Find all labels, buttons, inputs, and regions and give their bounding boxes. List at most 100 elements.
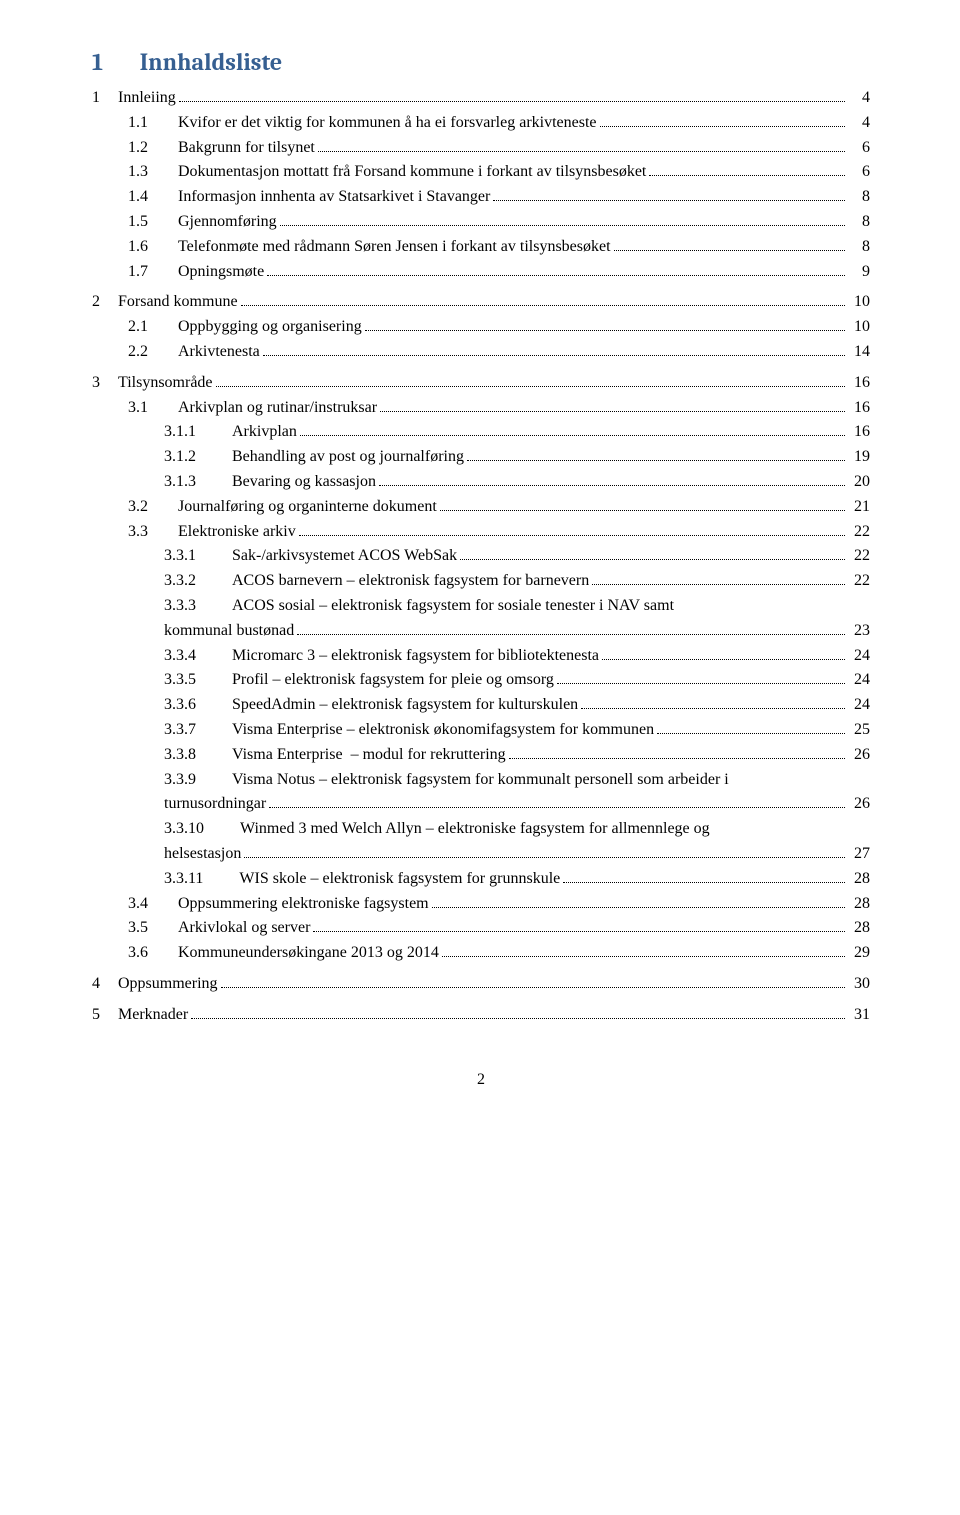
toc-number: 3.3.8	[164, 743, 196, 768]
toc-entry[interactable]: 3.3.1Sak-/arkivsystemet ACOS WebSak22	[92, 544, 870, 569]
toc-page: 22	[848, 569, 870, 594]
toc-entry[interactable]: 3Tilsynsområde16	[92, 371, 870, 396]
toc-number: 3.6	[128, 941, 148, 966]
toc-label: Arkivplan	[232, 420, 297, 445]
toc-label: Micromarc 3 – elektronisk fagsystem for …	[232, 644, 599, 669]
toc-leader-dots	[313, 919, 845, 932]
toc-page: 6	[848, 160, 870, 185]
toc-label: ACOS sosial – elektronisk fagsystem for …	[232, 594, 674, 619]
toc-leader-dots	[365, 318, 845, 331]
toc-page: 16	[848, 371, 870, 396]
toc-number: 1.3	[128, 160, 148, 185]
toc-leader-dots	[460, 547, 845, 560]
toc-entry[interactable]: 4Oppsummering30	[92, 972, 870, 997]
toc-number: 3.3.9	[164, 768, 196, 793]
toc-leader-dots	[216, 373, 845, 386]
title-text: Innhaldsliste	[140, 48, 283, 76]
toc-entry[interactable]: 3.3.8Visma Enterprise – modul for rekrut…	[92, 743, 870, 768]
toc-label: Innleiing	[118, 86, 176, 111]
toc-entry[interactable]: 3.1.3Bevaring og kassasjon20	[92, 470, 870, 495]
toc-entry[interactable]: 1.4Informasjon innhenta av Statsarkivet …	[92, 185, 870, 210]
toc-label: helsestasjon	[164, 842, 241, 867]
toc-entry[interactable]: 3.3.3 ACOS sosial – elektronisk fagsystem…	[92, 594, 870, 619]
toc-page: 22	[848, 544, 870, 569]
toc-entry[interactable]: 3.3.11WIS skole – elektronisk fagsystem …	[92, 867, 870, 892]
toc-number: 3.3.7	[164, 718, 196, 743]
toc-entry[interactable]: 1.7Opningsmøte9	[92, 260, 870, 285]
toc-entry[interactable]: 1.1Kvifor er det viktig for kommunen å h…	[92, 111, 870, 136]
toc-page: 24	[848, 693, 870, 718]
toc-number: 3.1.2	[164, 445, 196, 470]
toc-leader-dots	[600, 113, 845, 126]
toc-entry[interactable]: 2.2Arkivtenesta14	[92, 340, 870, 365]
toc-number: 2	[92, 290, 100, 315]
toc-leader-dots	[379, 472, 845, 485]
toc-entry[interactable]: 3.3.2ACOS barnevern – elektronisk fagsys…	[92, 569, 870, 594]
toc-label: Oppbygging og organisering	[178, 315, 362, 340]
toc-number: 1	[92, 86, 100, 111]
toc-entry[interactable]: 3.5Arkivlokal og server28	[92, 916, 870, 941]
toc-entry[interactable]: 3.1.2Behandling av post og journalføring…	[92, 445, 870, 470]
toc-leader-dots	[191, 1005, 845, 1018]
document-page: 1 Innhaldsliste 1Innleiing41.1Kvifor er …	[0, 0, 960, 1515]
toc-entry[interactable]: 1.5Gjennomføring8	[92, 210, 870, 235]
toc-number: 1.4	[128, 185, 148, 210]
toc-label: Dokumentasjon mottatt frå Forsand kommun…	[178, 160, 646, 185]
toc-page: 19	[848, 445, 870, 470]
toc-page: 24	[848, 668, 870, 693]
toc-entry[interactable]: 3.4 Oppsummering elektroniske fagsystem 28	[92, 892, 870, 917]
toc-number: 3.3	[128, 520, 148, 545]
toc-entry[interactable]: 1.3 Dokumentasjon mottatt frå Forsand kom…	[92, 160, 870, 185]
toc-number: 2.1	[128, 315, 148, 340]
toc-number: 3.1.1	[164, 420, 196, 445]
toc-page: 23	[848, 619, 870, 644]
toc-number: 3.3.11	[164, 867, 203, 892]
toc-page: 10	[848, 290, 870, 315]
toc-label: Oppsummering elektroniske fagsystem	[178, 892, 429, 917]
toc-entry[interactable]: 3.3.10Winmed 3 med Welch Allyn – elektro…	[92, 817, 870, 842]
toc-number: 3	[92, 371, 100, 396]
toc-label: Kommuneundersøkingane 2013 og 2014	[178, 941, 439, 966]
toc-leader-dots	[269, 795, 845, 808]
toc-number: 3.5	[128, 916, 148, 941]
toc-entry[interactable]: 1Innleiing4	[92, 86, 870, 111]
toc-entry[interactable]: 3.2Journalføring og organinterne dokumen…	[92, 495, 870, 520]
toc-label: Arkivplan og rutinar/instruksar	[178, 396, 377, 421]
toc-number: 3.2	[128, 495, 148, 520]
toc-page: 14	[848, 340, 870, 365]
toc-entry[interactable]: 3.3.9 Visma Notus – elektronisk fagsystem…	[92, 768, 870, 793]
toc-entry[interactable]: 3.3.5Profil – elektronisk fagsystem for …	[92, 668, 870, 693]
toc-number: 1.5	[128, 210, 148, 235]
toc-number: 3.3.3	[164, 594, 196, 619]
toc-leader-dots	[602, 646, 845, 659]
toc-entry[interactable]: 3.3.4Micromarc 3 – elektronisk fagsystem…	[92, 644, 870, 669]
toc-page: 30	[848, 972, 870, 997]
toc-label: Telefonmøte med rådmann Søren Jensen i f…	[178, 235, 611, 260]
toc-page: 28	[848, 892, 870, 917]
toc-entry[interactable]: 3.1Arkivplan og rutinar/instruksar16	[92, 396, 870, 421]
toc-number: 1.6	[128, 235, 148, 260]
toc-page: 21	[848, 495, 870, 520]
toc-entry-continuation[interactable]: helsestasjon27	[92, 842, 870, 867]
toc-entry[interactable]: 2.1Oppbygging og organisering10	[92, 315, 870, 340]
toc-entry[interactable]: 3.6 Kommuneundersøkingane 2013 og 2014 29	[92, 941, 870, 966]
toc-entry[interactable]: 3.3.7Visma Enterprise – elektronisk økon…	[92, 718, 870, 743]
toc-entry-continuation[interactable]: kommunal bustønad23	[92, 619, 870, 644]
toc-entry[interactable]: 3.3.6SpeedAdmin – elektronisk fagsystem …	[92, 693, 870, 718]
toc-label: Gjennomføring	[178, 210, 277, 235]
toc-label: Visma Notus – elektronisk fagsystem for …	[232, 768, 729, 793]
toc-entry[interactable]: 2Forsand kommune10	[92, 290, 870, 315]
toc-page: 8	[848, 235, 870, 260]
toc-page: 26	[848, 792, 870, 817]
toc-entry[interactable]: 1.2Bakgrunn for tilsynet6	[92, 136, 870, 161]
toc-number: 3.4	[128, 892, 148, 917]
toc-leader-dots	[299, 522, 845, 535]
toc-entry[interactable]: 5Merknader31	[92, 1003, 870, 1028]
toc-leader-dots	[467, 448, 845, 461]
toc-entry[interactable]: 1.6 Telefonmøte med rådmann Søren Jensen …	[92, 235, 870, 260]
toc-number: 4	[92, 972, 100, 997]
toc-page: 29	[848, 941, 870, 966]
toc-entry[interactable]: 3.3Elektroniske arkiv22	[92, 520, 870, 545]
toc-entry[interactable]: 3.1.1Arkivplan16	[92, 420, 870, 445]
toc-entry-continuation[interactable]: turnusordningar26	[92, 792, 870, 817]
